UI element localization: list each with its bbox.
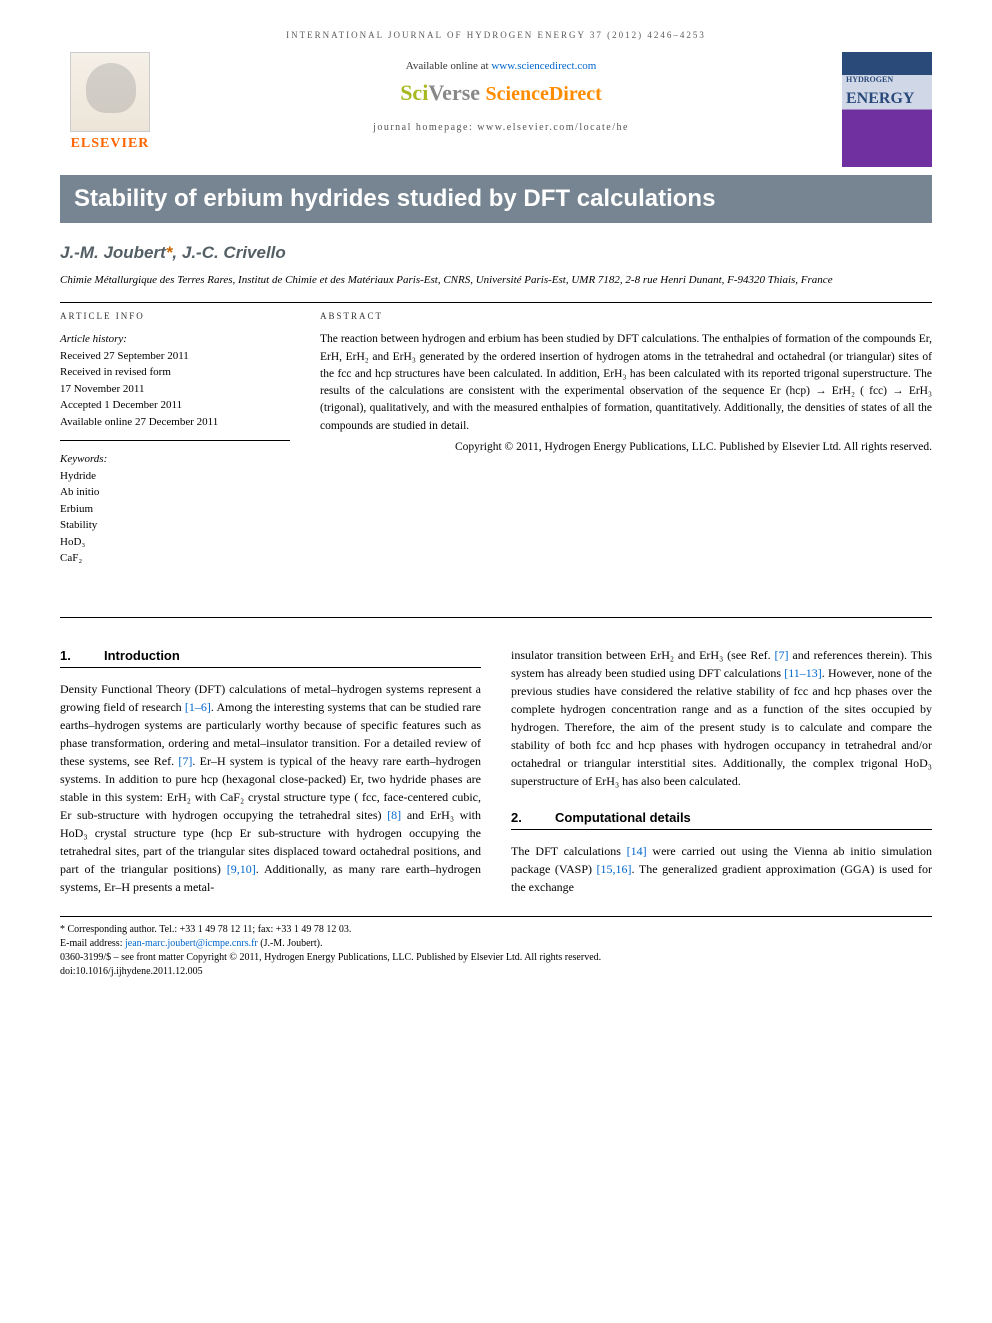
info-abstract-row: ARTICLE INFO Article history: Received 2… <box>60 311 932 599</box>
history-label: Article history: <box>60 331 290 348</box>
authors: J.-M. Joubert*, J.-C. Crivello <box>60 243 932 263</box>
available-text: Available online at <box>406 60 492 72</box>
section-2-heading: 2. Computational details <box>511 808 932 831</box>
elsevier-tree-icon <box>70 52 150 132</box>
ref-link-7[interactable]: [7] <box>178 754 192 768</box>
brand-verse: Verse <box>428 80 485 105</box>
section-1-heading: 1. Introduction <box>60 646 481 669</box>
running-head: INTERNATIONAL JOURNAL OF HYDROGEN ENERGY… <box>60 30 932 40</box>
sciverse-brand: SciVerse ScienceDirect <box>400 80 602 106</box>
journal-cover-thumbnail: HYDROGEN ENERGY <box>842 52 932 167</box>
history-block: Article history: Received 27 September 2… <box>60 331 290 441</box>
title-bar: Stability of erbium hydrides studied by … <box>60 175 932 223</box>
section-1-title: Introduction <box>104 646 180 666</box>
footnotes: * Corresponding author. Tel.: +33 1 49 7… <box>60 916 932 979</box>
section-2-num: 2. <box>511 808 531 828</box>
body-columns: 1. Introduction Density Functional Theor… <box>60 626 932 897</box>
keyword: HoD₃ <box>60 534 290 551</box>
comp-paragraph-1: The DFT calculations [14] were carried o… <box>511 842 932 896</box>
header-area: ELSEVIER Available online at www.science… <box>60 52 932 167</box>
email-link[interactable]: jean-marc.joubert@icmpe.cnrs.fr <box>125 938 258 949</box>
email-label: E-mail address: <box>60 938 125 949</box>
intro-paragraph-2: insulator transition between ErH₂ and Er… <box>511 646 932 790</box>
ref-link-1-6[interactable]: [1–6] <box>185 700 211 714</box>
center-header: Available online at www.sciencedirect.co… <box>180 52 822 133</box>
ref-link-7b[interactable]: [7] <box>775 648 789 662</box>
online-date: Available online 27 December 2011 <box>60 414 290 431</box>
available-online: Available online at www.sciencedirect.co… <box>180 60 822 72</box>
abstract-copyright: Copyright © 2011, Hydrogen Energy Public… <box>320 441 932 453</box>
corresponding-author: * Corresponding author. Tel.: +33 1 49 7… <box>60 923 932 937</box>
brand-direct: ScienceDirect <box>486 83 602 105</box>
keywords-block: Keywords: Hydride Ab initio Erbium Stabi… <box>60 451 290 577</box>
issn-copyright: 0360-3199/$ – see front matter Copyright… <box>60 951 932 965</box>
keyword: CaF₂ <box>60 550 290 567</box>
section-2-title: Computational details <box>555 808 691 828</box>
publisher-logo: ELSEVIER <box>60 52 160 162</box>
ref-link-15-16[interactable]: [15,16] <box>597 862 632 876</box>
ref-link-8[interactable]: [8] <box>387 808 401 822</box>
doi: doi:10.1016/j.ijhydene.2011.12.005 <box>60 965 932 979</box>
cover-title-energy: ENERGY <box>846 90 914 108</box>
affiliation: Chimie Métallurgique des Terres Rares, I… <box>60 273 932 288</box>
page: INTERNATIONAL JOURNAL OF HYDROGEN ENERGY… <box>0 0 992 1019</box>
abstract-col: ABSTRACT The reaction between hydrogen a… <box>320 311 932 587</box>
ref-link-11-13[interactable]: [11–13] <box>784 666 822 680</box>
revised-line2: 17 November 2011 <box>60 381 290 398</box>
divider-2 <box>60 617 932 618</box>
journal-homepage[interactable]: journal homepage: www.elsevier.com/locat… <box>180 122 822 133</box>
received-date: Received 27 September 2011 <box>60 348 290 365</box>
intro-text-2a: insulator transition between ErH₂ and Er… <box>511 648 775 662</box>
article-info-heading: ARTICLE INFO <box>60 311 290 321</box>
divider-1 <box>60 302 932 303</box>
revised-line1: Received in revised form <box>60 364 290 381</box>
intro-text-2c: . However, none of the previous studies … <box>511 666 932 788</box>
author-1: J.-M. Joubert <box>60 243 166 262</box>
left-column: 1. Introduction Density Functional Theor… <box>60 646 481 897</box>
keyword: Stability <box>60 517 290 534</box>
accepted-date: Accepted 1 December 2011 <box>60 397 290 414</box>
article-info-col: ARTICLE INFO Article history: Received 2… <box>60 311 290 587</box>
section-1-num: 1. <box>60 646 80 666</box>
comp-text-1a: The DFT calculations <box>511 844 627 858</box>
abstract-text: The reaction between hydrogen and erbium… <box>320 331 932 435</box>
publisher-name: ELSEVIER <box>71 136 150 152</box>
email-line: E-mail address: jean-marc.joubert@icmpe.… <box>60 937 932 951</box>
email-after: (J.-M. Joubert). <box>258 938 323 949</box>
keyword: Hydride <box>60 468 290 485</box>
brand-sci: Sci <box>400 80 428 105</box>
author-2: J.-C. Crivello <box>182 243 286 262</box>
cover-title-hydrogen: HYDROGEN <box>846 76 928 85</box>
keyword: Erbium <box>60 501 290 518</box>
author-sep: , <box>172 243 181 262</box>
ref-link-9-10[interactable]: [9,10] <box>227 862 256 876</box>
intro-paragraph-1: Density Functional Theory (DFT) calculat… <box>60 680 481 896</box>
keyword: Ab initio <box>60 484 290 501</box>
right-column: insulator transition between ErH₂ and Er… <box>511 646 932 897</box>
ref-link-14[interactable]: [14] <box>627 844 647 858</box>
sciencedirect-link[interactable]: www.sciencedirect.com <box>491 60 596 72</box>
keywords-label: Keywords: <box>60 451 290 468</box>
article-title: Stability of erbium hydrides studied by … <box>74 185 918 213</box>
abstract-heading: ABSTRACT <box>320 311 932 321</box>
